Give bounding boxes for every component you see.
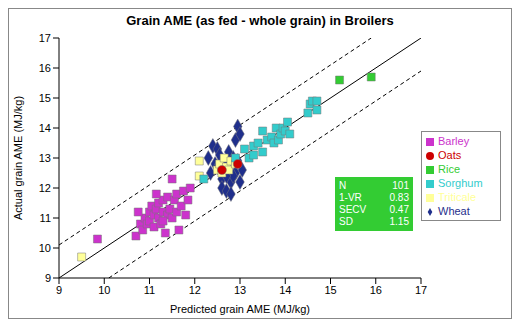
svg-text:12: 12	[39, 182, 51, 194]
html-text:N: N	[339, 180, 347, 191]
html-text:SECV: SECV	[339, 204, 367, 215]
html-text:Barley: Barley	[438, 134, 470, 147]
svg-text:17: 17	[39, 33, 51, 44]
html-text:1-VR: 1-VR	[339, 192, 362, 203]
svg-text:15: 15	[324, 284, 336, 296]
svg-text:9: 9	[56, 284, 62, 296]
html-text:0.47: 0.47	[389, 204, 409, 215]
html-text:Grain AME (as fed - whole grai: Grain AME (as fed - whole grain) in Broi…	[126, 13, 394, 28]
svg-text:9: 9	[45, 272, 51, 284]
svg-text:10: 10	[39, 242, 51, 254]
svg-text:Predicted grain AME (MJ/kg): Predicted grain AME (MJ/kg)	[170, 303, 310, 315]
svg-text:17: 17	[415, 284, 427, 296]
svg-text:14: 14	[39, 122, 51, 134]
svg-text:13: 13	[39, 152, 51, 164]
svg-text:12: 12	[189, 284, 201, 296]
html-text:101: 101	[392, 180, 409, 191]
html-text:SD: SD	[339, 216, 353, 227]
svg-text:13: 13	[234, 284, 246, 296]
html-text:0.83: 0.83	[389, 192, 409, 203]
svg-text:16: 16	[39, 62, 51, 74]
svg-text:11: 11	[144, 284, 155, 296]
html-text:Wheat: Wheat	[438, 204, 470, 217]
svg-text:Actual grain AME (MJ/kg): Actual grain AME (MJ/kg)	[12, 96, 24, 220]
html-text:Rice: Rice	[438, 162, 460, 175]
html-text:Triticale: Triticale	[438, 190, 477, 203]
svg-text:16: 16	[370, 284, 382, 296]
svg-text:15: 15	[39, 92, 51, 104]
html-text:1.15: 1.15	[389, 216, 409, 227]
svg-text:14: 14	[279, 284, 291, 296]
html-text:Sorghum: Sorghum	[438, 176, 483, 189]
svg-text:11: 11	[40, 212, 51, 224]
svg-text:10: 10	[98, 284, 110, 296]
html-text:Oats: Oats	[438, 148, 462, 161]
